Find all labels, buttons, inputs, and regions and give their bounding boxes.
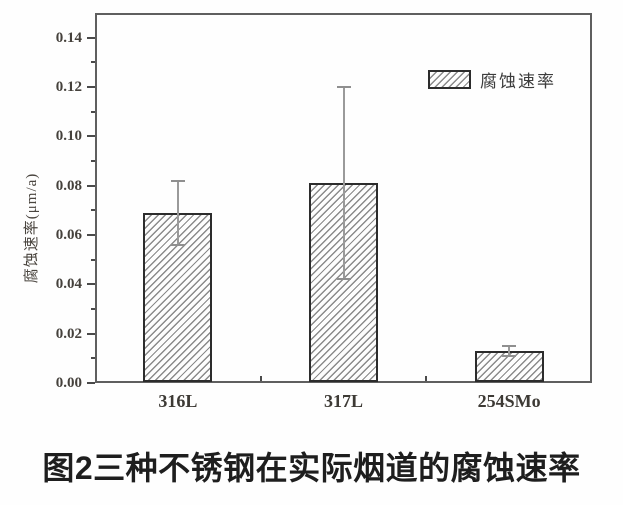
y-axis-tick-label: 0.04 <box>55 276 82 293</box>
y-axis-major-tick <box>87 283 95 286</box>
y-axis-major-tick <box>87 36 95 39</box>
y-axis-major-tick <box>87 234 95 236</box>
x-axis-minor-tick <box>425 376 428 381</box>
y-axis-major-tick <box>87 86 95 88</box>
error-bar-cap-top <box>170 179 185 182</box>
x-axis-category-label: 316L <box>158 391 198 411</box>
error-bar-cap-bottom <box>502 354 517 357</box>
y-axis-tick-label: 0.10 <box>55 128 82 145</box>
legend-swatch-hatched-icon <box>428 69 471 89</box>
y-axis-minor-tick <box>91 258 95 261</box>
y-axis-major-tick <box>87 135 95 138</box>
x-axis-category-label: 254SMo <box>477 391 541 411</box>
legend-label: 腐蚀速率 <box>480 71 556 91</box>
y-axis-tick-label: 0.06 <box>55 227 82 243</box>
error-bar-cap-top <box>336 86 351 88</box>
legend: 腐蚀速率 <box>428 66 556 92</box>
error-bar-cap-top <box>502 345 517 347</box>
y-axis-major-tick <box>87 332 95 335</box>
error-bar-254SMo <box>508 346 511 356</box>
y-axis-tick-label: 0.08 <box>55 177 82 194</box>
figure-caption: 图2三种不锈钢在实际烟道的腐蚀速率 <box>42 450 581 486</box>
y-axis-tick-label: 0.14 <box>55 29 82 46</box>
y-axis-minor-tick <box>91 61 95 64</box>
y-axis-minor-tick <box>91 357 95 360</box>
y-axis-tick-label: 0.12 <box>55 79 82 95</box>
x-axis-minor-tick <box>259 376 262 381</box>
y-axis-tick-label: 0.00 <box>55 375 82 391</box>
x-axis-category-label: 317L <box>323 391 363 411</box>
y-axis-tick-label: 0.02 <box>55 325 82 342</box>
error-bar-cap-bottom <box>336 278 351 281</box>
y-axis-minor-tick <box>91 110 95 113</box>
y-axis-minor-tick <box>91 308 95 310</box>
error-bar-cap-bottom <box>170 243 185 246</box>
error-bar-316L <box>176 180 179 245</box>
y-axis-major-tick <box>87 184 95 187</box>
y-axis-minor-tick <box>91 160 95 162</box>
y-axis-minor-tick <box>91 209 95 212</box>
y-axis-major-tick <box>87 382 95 384</box>
error-bar-317L <box>342 87 345 280</box>
y-axis-title: 腐蚀速率(μm/a) <box>24 172 40 284</box>
